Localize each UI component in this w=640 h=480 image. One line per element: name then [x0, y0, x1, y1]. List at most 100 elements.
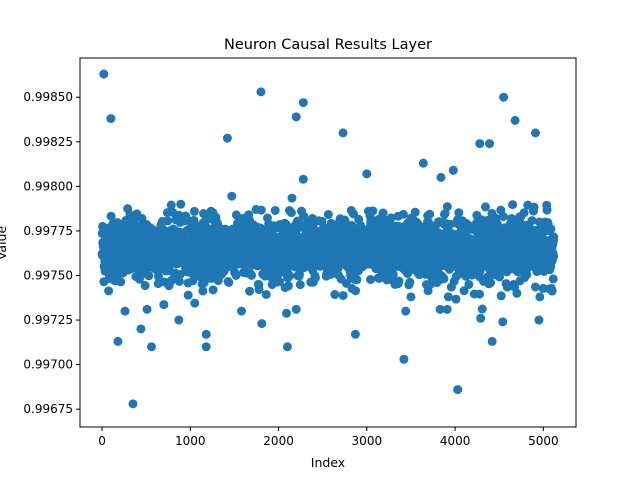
data-point [351, 286, 361, 296]
data-point [480, 202, 490, 212]
chart-title: Neuron Causal Results Layer [224, 37, 432, 53]
data-point [120, 306, 130, 316]
data-point [459, 286, 469, 296]
data-point [451, 294, 461, 304]
data-point [362, 169, 372, 179]
data-point [282, 342, 292, 352]
data-point [198, 286, 208, 296]
data-point [159, 300, 169, 310]
data-point [475, 139, 485, 149]
data-point [323, 210, 333, 220]
data-point [295, 280, 305, 290]
data-point [285, 271, 295, 281]
data-point [510, 115, 520, 125]
data-point [549, 232, 559, 242]
data-point [442, 202, 452, 212]
data-point [310, 273, 320, 283]
data-point [368, 206, 378, 216]
data-point [222, 133, 232, 143]
data-point [113, 336, 123, 346]
data-point [256, 87, 266, 97]
y-tick-label: 0.99850 [23, 90, 73, 104]
y-axis-label: Value [0, 226, 9, 261]
data-point [498, 212, 508, 222]
x-tick-label: 5000 [528, 434, 559, 448]
data-point [237, 306, 247, 316]
data-point [183, 290, 193, 300]
data-point [330, 290, 340, 300]
data-point [388, 269, 398, 279]
data-point [190, 298, 200, 308]
data-point [405, 277, 415, 287]
x-tick-label: 3000 [352, 434, 383, 448]
data-point [448, 165, 458, 175]
data-point [512, 288, 522, 298]
data-points [97, 69, 559, 409]
data-point [487, 336, 497, 346]
data-point [274, 277, 284, 287]
data-point [256, 205, 266, 215]
data-point [410, 207, 420, 217]
data-point [283, 281, 293, 291]
data-point [508, 200, 518, 210]
data-point [166, 200, 176, 210]
y-tick-label: 0.99775 [23, 224, 73, 238]
data-point [399, 354, 409, 364]
data-point [299, 211, 309, 221]
data-point [440, 209, 450, 219]
x-tick-label: 1000 [175, 434, 206, 448]
y-axis: 0.99675 0.99700 0.99725 0.99750 0.99775 0.998… [23, 90, 80, 416]
data-point [464, 279, 474, 289]
data-point [535, 292, 545, 302]
data-point [298, 98, 308, 108]
data-point [298, 174, 308, 184]
data-point [231, 210, 241, 220]
data-point [530, 128, 540, 138]
data-point [454, 208, 464, 218]
data-point [546, 224, 556, 234]
data-point [401, 306, 411, 316]
data-point [445, 219, 455, 229]
data-point [208, 285, 218, 295]
y-tick-label: 0.99725 [23, 313, 73, 327]
data-point [291, 112, 301, 122]
data-point [116, 277, 126, 287]
data-point [174, 315, 184, 325]
data-point [140, 281, 150, 291]
data-point [174, 210, 184, 220]
data-point [146, 342, 156, 352]
data-point [485, 139, 495, 149]
data-point [142, 304, 152, 314]
data-point [287, 193, 297, 203]
data-point [352, 275, 362, 285]
data-point [350, 329, 360, 339]
x-tick-label: 4000 [440, 434, 471, 448]
data-point [136, 324, 146, 334]
data-point [442, 304, 452, 314]
data-point [366, 275, 376, 285]
data-point [106, 114, 116, 124]
data-point [294, 269, 304, 279]
data-point [386, 213, 396, 223]
data-point [435, 304, 445, 314]
data-point [201, 329, 211, 339]
data-point [189, 206, 199, 216]
data-point [477, 304, 487, 314]
data-point [176, 199, 186, 209]
data-point [201, 342, 211, 352]
data-point [499, 92, 509, 102]
x-tick-label: 2000 [263, 434, 294, 448]
data-point [245, 286, 255, 296]
data-point [257, 319, 267, 329]
data-point [282, 308, 292, 318]
data-point [286, 208, 296, 218]
y-tick-label: 0.99700 [23, 358, 73, 372]
y-tick-label: 0.99800 [23, 179, 73, 193]
data-point [439, 274, 449, 284]
x-tick-label: 0 [98, 434, 106, 448]
data-point [443, 292, 453, 302]
data-point [549, 251, 559, 261]
data-point [163, 216, 173, 226]
data-point [527, 216, 537, 226]
